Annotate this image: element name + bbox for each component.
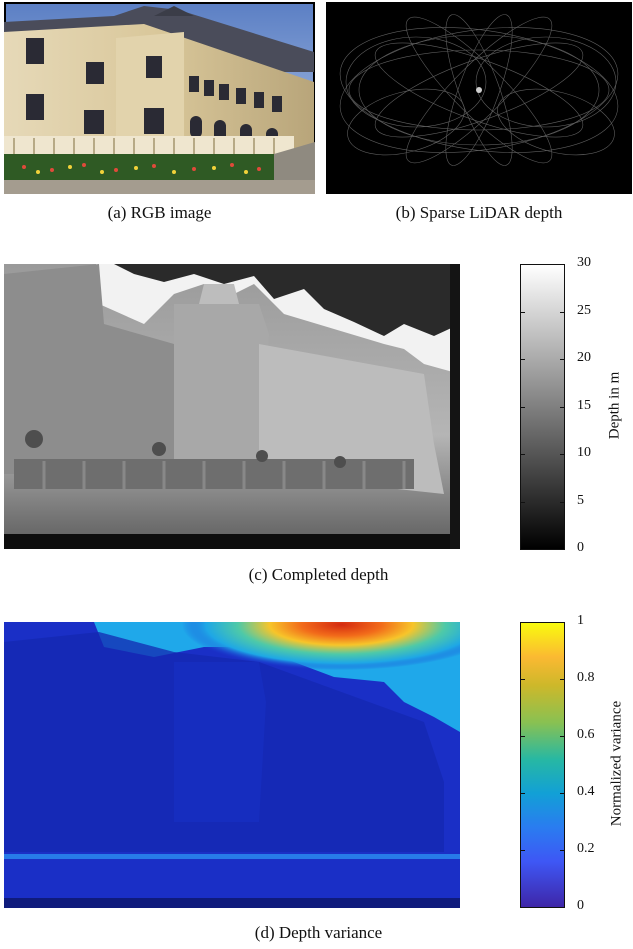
completed-depth-panel bbox=[4, 264, 460, 549]
colorbar-tick-label: 15 bbox=[577, 397, 591, 413]
colorbar-tick-mark bbox=[560, 907, 565, 908]
variance-colorbar bbox=[520, 622, 565, 908]
colorbar-tick-mark bbox=[520, 622, 525, 623]
colorbar-tick-mark bbox=[520, 736, 525, 737]
colorbar-tick-mark bbox=[560, 359, 565, 360]
caption-sparse-lidar: (b) Sparse LiDAR depth bbox=[395, 203, 563, 222]
colorbar-tick-label: 25 bbox=[577, 302, 591, 318]
sparse-lidar-depth-image bbox=[326, 2, 632, 194]
caption-rgb-image: (a) RGB image bbox=[107, 203, 212, 222]
depth-colorbar-label: Depth in m bbox=[606, 371, 623, 440]
colorbar-tick-label: 0.2 bbox=[577, 841, 595, 856]
caption-depth-variance: (d) Depth variance bbox=[254, 923, 383, 942]
colorbar-tick-mark bbox=[520, 501, 525, 503]
colorbar-tick-label: 0.8 bbox=[577, 670, 595, 685]
colorbar-tick-mark bbox=[520, 793, 525, 794]
depth-variance-panel bbox=[4, 622, 460, 908]
colorbar-tick-mark bbox=[560, 454, 565, 455]
colorbar-tick-mark bbox=[560, 501, 565, 503]
colorbar-tick-mark bbox=[520, 907, 525, 908]
colorbar-tick-mark bbox=[520, 311, 525, 313]
depth-colorbar bbox=[520, 264, 565, 550]
rgb-image bbox=[4, 2, 315, 194]
colorbar-tick-mark bbox=[520, 406, 525, 408]
colorbar-tick-mark bbox=[520, 359, 525, 360]
colorbar-tick-mark bbox=[560, 549, 565, 550]
colorbar-tick-label: 30 bbox=[577, 255, 591, 270]
colorbar-tick-label: 20 bbox=[577, 350, 591, 365]
colorbar-tick-mark bbox=[560, 406, 565, 408]
caption-completed-depth: (c) Completed depth bbox=[248, 565, 389, 584]
colorbar-tick-label: 5 bbox=[577, 492, 584, 508]
colorbar-tick-mark bbox=[520, 549, 525, 550]
colorbar-tick-mark bbox=[560, 850, 565, 851]
colorbar-tick-mark bbox=[520, 454, 525, 455]
colorbar-tick-mark bbox=[560, 622, 565, 623]
colorbar-tick-mark bbox=[520, 264, 525, 265]
depth-variance-image bbox=[4, 622, 460, 908]
colorbar-tick-label: 0.4 bbox=[577, 784, 595, 799]
colorbar-tick-label: 0 bbox=[577, 898, 584, 913]
variance-colorbar-label: Normalized variance bbox=[608, 700, 625, 827]
colorbar-tick-mark bbox=[560, 311, 565, 313]
colorbar-tick-mark bbox=[560, 264, 565, 265]
colorbar-tick-mark bbox=[520, 850, 525, 851]
colorbar-tick-mark bbox=[560, 736, 565, 737]
colorbar-tick-label: 1 bbox=[577, 613, 584, 628]
rgb-image-panel bbox=[4, 2, 315, 194]
colorbar-tick-label: 10 bbox=[577, 445, 591, 460]
colorbar-tick-label: 0.6 bbox=[577, 727, 595, 742]
completed-depth-image bbox=[4, 264, 460, 549]
colorbar-tick-label: 0 bbox=[577, 540, 584, 555]
colorbar-tick-mark bbox=[560, 793, 565, 794]
sparse-lidar-panel bbox=[326, 2, 632, 194]
colorbar-tick-mark bbox=[560, 679, 565, 680]
colorbar-tick-mark bbox=[520, 679, 525, 680]
